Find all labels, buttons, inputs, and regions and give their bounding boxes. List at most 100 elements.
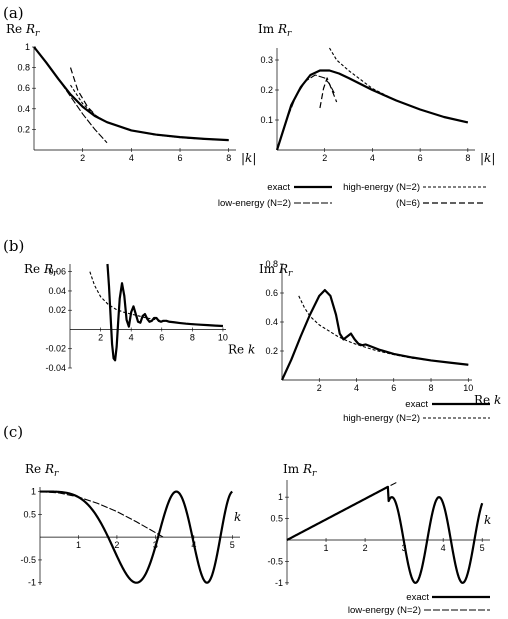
y-axis-label-main: Re [24,262,44,276]
series-exact [281,289,469,381]
y-tick-label: 0.2 [265,346,278,356]
y-tick-label: 1 [31,487,36,497]
x-tick-label: 1 [76,540,81,550]
legend-label-high-energy-n-2: high-energy (N=2) [343,182,420,193]
x-tick-label: 6 [418,153,423,163]
y-tick-label: 0.8 [17,63,30,73]
x-tick-label: 8 [226,153,231,163]
x-axis-label: k [484,513,491,527]
y-tick-label: -0.04 [45,363,66,373]
y-tick-label: 0.2 [260,85,273,95]
y-axis-label-var: R [44,462,54,476]
legend-label-exact: exact [406,592,429,603]
x-axis-label: |k| [480,151,495,165]
series-exact [33,46,229,142]
legend-label-low-energy-n-2: low-energy (N=2) [218,198,291,209]
series-high-energy-n-2 [329,47,468,123]
x-tick-label: 1 [324,543,329,553]
y-axis-label-main: Im [258,22,278,36]
y-tick-label: 0.2 [17,124,30,134]
y-axis-label-main: Re [6,22,26,36]
y-tick-label: -0.5 [20,555,36,565]
x-tick-label: 2 [80,153,85,163]
y-axis-label-main: Im [259,262,279,276]
x-axis-label: Re k [228,342,255,356]
series-low-energy-n-2 [276,74,335,151]
y-tick-label: 0.4 [17,104,30,114]
legend-label-high-energy-n-2: high-energy (N=2) [343,413,420,424]
panel-label-b: (b) [3,237,24,255]
x-tick-label: 8 [190,332,195,342]
y-tick-label: 0.8 [265,259,278,269]
series-low-energy-n-2 [33,46,108,144]
y-tick-label: 0.06 [48,267,66,277]
y-axis-label-var: R [278,262,288,276]
x-tick-label: 5 [480,543,485,553]
x-tick-label: 10 [218,332,228,342]
y-tick-label: 0.04 [48,286,66,296]
y-axis-label-main: Re [25,462,45,476]
series-n-6 [319,77,338,109]
y-tick-label: -1 [275,578,283,588]
series-n-6 [69,67,108,123]
y-axis-label-main: Im [283,462,303,476]
y-axis-label: Im Rr [259,262,293,279]
y-tick-label: 0.5 [23,509,36,519]
series-high-energy-n-2 [89,271,223,327]
legend-label-n-6: (N=6) [396,198,420,209]
x-tick-label: 10 [463,383,473,393]
x-tick-label: 4 [370,153,375,163]
legend-label-low-energy-n-2: low-energy (N=2) [348,605,421,616]
x-tick-label: 6 [391,383,396,393]
x-tick-label: 6 [159,332,164,342]
y-axis-label-var: R [25,22,35,36]
series-exact [286,485,484,584]
y-axis-label: Im Rr [283,462,317,479]
y-axis-label: Re Rr [24,262,58,279]
x-axis-label: k [234,510,241,524]
y-tick-label: -1 [28,578,36,588]
y-tick-label: 0.3 [260,55,273,65]
x-axis-label: |k| [241,151,256,165]
panel-label-a: (a) [3,4,24,22]
y-axis-label-sub: r [288,269,293,279]
x-tick-label: 2 [322,153,327,163]
series-low-energy-n-2 [39,491,164,538]
y-axis-label-var: R [302,462,312,476]
legend-a: exact low-energy (N=2) high-energy (N=2) (N… [218,182,486,209]
x-tick-label: 2 [98,332,103,342]
y-axis-label-sub: r [54,469,59,479]
legend-label-exact: exact [267,182,290,193]
y-axis-label-sub: r [287,29,292,39]
chart-a-im: 2 4 6 8 0.1 0.2 0.3 Im Rr |k| [258,22,495,165]
y-tick-label: 0.6 [265,288,278,298]
x-tick-label: 4 [354,383,359,393]
y-axis-label-var: R [277,22,287,36]
y-tick-label: 1 [25,42,30,52]
x-tick-label: 2 [363,543,368,553]
x-tick-label: 2 [317,383,322,393]
x-tick-label: 8 [465,153,470,163]
y-axis-label-sub: r [312,469,317,479]
x-tick-label: 8 [429,383,434,393]
x-tick-label: 6 [178,153,183,163]
x-tick-label: 5 [230,540,235,550]
panel-label-c: (c) [3,423,23,441]
y-axis-label-var: R [43,262,53,276]
legend-c: exact low-energy (N=2) [348,592,490,616]
series-high-energy-n-2 [70,84,229,141]
y-tick-label: -0.02 [45,344,66,354]
legend-b: exact high-energy (N=2) [343,399,490,424]
y-tick-label: 0.1 [260,115,273,125]
y-axis-label-sub: r [53,269,58,279]
y-tick-label: 0.02 [48,305,66,315]
y-tick-label: -0.5 [267,556,283,566]
series-high-energy-n-2 [298,295,469,366]
x-tick-label: 4 [441,543,446,553]
y-axis-label: Re Rr [6,22,40,39]
